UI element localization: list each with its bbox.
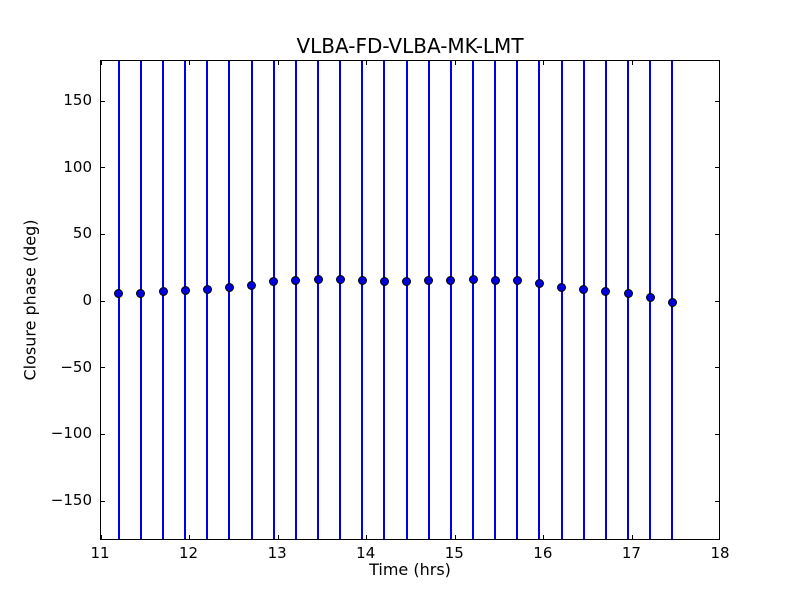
error-bar xyxy=(494,61,497,539)
x-tick-label: 17 xyxy=(621,544,641,562)
y-tick-label: −50 xyxy=(60,357,92,376)
y-tick-label: 100 xyxy=(63,157,92,176)
chart-title: VLBA-FD-VLBA-MK-LMT xyxy=(296,34,524,58)
x-tick-label: 13 xyxy=(267,544,287,562)
y-tick-mark-right xyxy=(715,367,719,369)
y-tick-mark-left xyxy=(101,100,105,102)
data-point xyxy=(512,275,522,285)
y-tick-label: 50 xyxy=(72,224,92,243)
error-bar xyxy=(427,61,430,539)
error-bar xyxy=(162,61,164,539)
data-point xyxy=(667,297,677,307)
x-tick-mark-top xyxy=(189,61,191,65)
data-point xyxy=(136,288,146,298)
y-tick-label: −100 xyxy=(50,424,92,443)
y-tick-mark-right xyxy=(715,233,719,235)
data-point xyxy=(335,275,345,285)
data-point xyxy=(402,276,412,286)
data-point xyxy=(601,287,611,297)
error-bar xyxy=(361,61,364,539)
error-bar xyxy=(339,61,342,539)
x-tick-mark-top xyxy=(101,61,102,65)
y-tick-mark-left xyxy=(101,433,105,435)
x-tick-mark-top xyxy=(454,61,456,65)
y-tick-mark-right xyxy=(715,300,719,302)
data-point xyxy=(269,277,279,287)
error-bar xyxy=(538,61,541,539)
x-tick-label: 16 xyxy=(533,544,553,562)
y-tick-label: 0 xyxy=(82,291,92,309)
x-tick-label: 18 xyxy=(710,544,730,562)
error-bar xyxy=(383,61,386,539)
error-bar xyxy=(294,61,297,539)
error-bar xyxy=(627,61,629,539)
x-tick-mark-top xyxy=(277,61,279,65)
data-point xyxy=(247,280,257,290)
error-bar xyxy=(317,61,319,539)
error-bar xyxy=(604,61,607,539)
data-point xyxy=(623,289,633,299)
x-tick-mark-bottom xyxy=(366,535,368,539)
data-point xyxy=(313,275,323,285)
x-tick-mark-bottom xyxy=(189,535,191,539)
error-bar xyxy=(250,61,253,539)
error-bar xyxy=(139,61,142,539)
data-point xyxy=(224,282,234,292)
error-bar xyxy=(516,61,519,539)
y-tick-label: 150 xyxy=(63,91,92,109)
data-point xyxy=(557,282,567,292)
data-point xyxy=(379,276,389,286)
data-point xyxy=(202,284,212,294)
y-tick-mark-left xyxy=(101,167,105,169)
error-bar xyxy=(184,61,187,539)
x-tick-mark-bottom xyxy=(631,535,633,539)
error-bar xyxy=(472,61,474,539)
x-tick-mark-top xyxy=(366,61,368,65)
data-point xyxy=(446,275,456,285)
data-point xyxy=(579,285,589,295)
data-point xyxy=(424,275,434,285)
error-bar xyxy=(228,61,231,539)
error-bar xyxy=(117,61,120,539)
x-tick-label: 12 xyxy=(179,544,199,562)
x-axis-label: Time (hrs) xyxy=(369,560,451,579)
data-point xyxy=(114,289,124,299)
data-point xyxy=(468,275,478,285)
error-bar xyxy=(272,61,275,539)
x-tick-mark-bottom xyxy=(277,535,279,539)
error-bar xyxy=(560,61,563,539)
x-tick-label: 11 xyxy=(90,544,110,562)
data-point xyxy=(490,275,500,285)
data-point xyxy=(645,293,655,303)
x-tick-mark-bottom xyxy=(543,535,545,539)
y-tick-mark-right xyxy=(715,167,719,169)
data-point xyxy=(357,275,367,285)
y-tick-mark-left xyxy=(101,367,105,369)
data-point xyxy=(158,287,168,297)
x-tick-mark-bottom xyxy=(454,535,456,539)
x-tick-mark-bottom xyxy=(101,535,102,539)
data-point xyxy=(180,285,190,295)
x-tick-mark-top xyxy=(543,61,545,65)
y-tick-label: −150 xyxy=(50,491,92,509)
error-bar xyxy=(449,61,452,539)
data-point xyxy=(291,275,301,285)
y-tick-mark-left xyxy=(101,300,105,302)
y-tick-mark-right xyxy=(715,433,719,435)
y-tick-mark-left xyxy=(101,500,105,502)
x-tick-label: 15 xyxy=(444,544,464,562)
error-bar xyxy=(582,61,585,539)
y-tick-mark-right xyxy=(715,500,719,502)
x-tick-label: 14 xyxy=(356,544,376,562)
y-tick-mark-right xyxy=(715,100,719,102)
data-point xyxy=(534,279,544,289)
y-tick-mark-left xyxy=(101,233,105,235)
error-bar xyxy=(405,61,408,539)
plot-area xyxy=(100,60,720,540)
error-bar xyxy=(206,61,209,539)
x-tick-mark-top xyxy=(631,61,633,65)
